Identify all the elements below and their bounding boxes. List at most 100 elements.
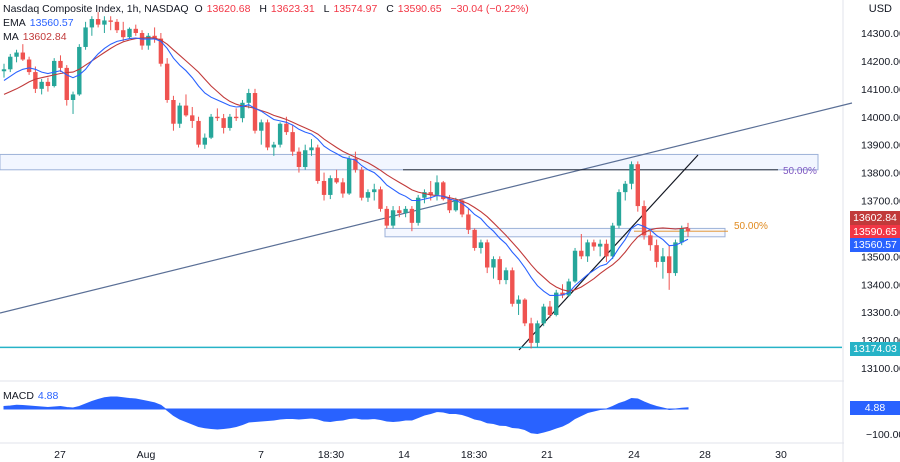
candle-body (45, 81, 51, 87)
candle-body (190, 115, 195, 121)
candle-body (177, 105, 182, 124)
candle-body (64, 67, 69, 100)
low-value: 13574.97 (333, 3, 378, 15)
time-tick-label: 27 (54, 449, 66, 461)
candle-body (579, 250, 584, 257)
candle-body (365, 192, 371, 198)
ema-legend[interactable]: EMA 13560.57 (3, 17, 74, 29)
macd-area (3, 396, 689, 435)
candle-body (585, 242, 590, 257)
ema-price-tag: 13560.57 (850, 238, 900, 252)
candle-body (183, 105, 189, 116)
price-tick-label: 13400.00 (861, 279, 900, 291)
candle-body (102, 20, 107, 25)
candle-body (127, 28, 132, 38)
long-trendline (0, 102, 853, 314)
candle-body (610, 225, 615, 257)
candle-body (164, 63, 170, 100)
resistance-zone (0, 153, 819, 171)
close-label: C (386, 3, 394, 15)
candle-body (321, 180, 327, 195)
candle-body (1, 69, 7, 72)
candle-body (246, 93, 251, 103)
candle-body (428, 192, 433, 195)
candle-body (33, 72, 38, 89)
macd-label: MACD (3, 390, 34, 402)
ema-label: EMA (3, 17, 26, 29)
fib-label-lower: 50.00% (734, 221, 768, 232)
candle-body (259, 122, 264, 131)
candle-body (346, 158, 352, 194)
candle-body (510, 270, 515, 304)
candle-body (472, 229, 477, 248)
macd-legend[interactable]: MACD 4.88 (3, 390, 58, 402)
candle-body (591, 242, 597, 247)
time-tick-label: 18:30 (318, 449, 344, 461)
candle-body (52, 60, 57, 87)
candle-body (252, 93, 258, 131)
change-value: −30.04 (−0.22%) (450, 3, 529, 15)
candle-body (277, 123, 283, 145)
candle-body (14, 52, 19, 57)
time-tick-label: 7 (258, 449, 264, 461)
candle-body (89, 19, 95, 28)
candle-body (660, 256, 666, 262)
price-tick-label: 14300.00 (861, 28, 900, 40)
candle-body (20, 52, 26, 60)
price-tick-label: 13300.00 (861, 307, 900, 319)
ema-value: 13560.57 (29, 17, 74, 29)
candle-body (196, 120, 201, 145)
candle-body (566, 281, 571, 296)
high-value: 13623.31 (270, 3, 315, 15)
candle-body (146, 35, 151, 46)
candle-body (623, 183, 628, 193)
candle-body (666, 256, 672, 274)
price-tick-label: 14000.00 (861, 112, 900, 124)
candle-body (516, 299, 521, 304)
time-tick-label: 28 (699, 449, 711, 461)
candle-body (572, 250, 578, 282)
candle-body (629, 164, 634, 184)
candle-body (233, 116, 239, 119)
candle-body (648, 235, 653, 246)
candle-body (441, 182, 446, 200)
candle-body (554, 292, 559, 315)
candle-body (685, 228, 691, 232)
candle-body (353, 158, 358, 170)
close-price-tag: 13590.65 (850, 225, 900, 239)
candle-body (604, 243, 609, 257)
ma-line (3, 37, 689, 292)
candle-body (290, 132, 295, 152)
candle-body (221, 118, 226, 128)
candle-body (447, 199, 452, 211)
candle-body (635, 164, 640, 207)
candle-body (240, 102, 245, 119)
price-tick-label: 13500.00 (861, 251, 900, 263)
currency-label[interactable]: USD (868, 3, 892, 15)
candle-body (397, 210, 402, 214)
time-tick-label: 14 (398, 449, 410, 461)
candle-body (535, 323, 540, 343)
symbol-title: Nasdaq Composite Index, 1h, NASDAQ (3, 3, 189, 15)
candle-body (491, 259, 496, 268)
close-value: 13590.65 (397, 3, 442, 15)
candle-body (296, 151, 302, 167)
candle-body (434, 182, 440, 195)
price-tick-label: 13100.00 (861, 363, 900, 375)
candle-body (359, 169, 364, 198)
ma-label: MA (3, 31, 19, 43)
candle-body (315, 147, 320, 181)
candle-body (284, 123, 289, 133)
time-tick-label: Aug (137, 449, 156, 461)
ma-legend[interactable]: MA 13602.84 (3, 31, 67, 43)
time-tick-label: 18:30 (461, 449, 487, 461)
candle-body (547, 306, 553, 315)
candle-body (58, 60, 63, 68)
time-tick-label: 30 (775, 449, 787, 461)
candle-body (108, 20, 113, 22)
candle-body (372, 189, 377, 193)
candle-body (303, 150, 308, 167)
candle-body (422, 192, 427, 198)
open-value: 13620.68 (206, 3, 251, 15)
